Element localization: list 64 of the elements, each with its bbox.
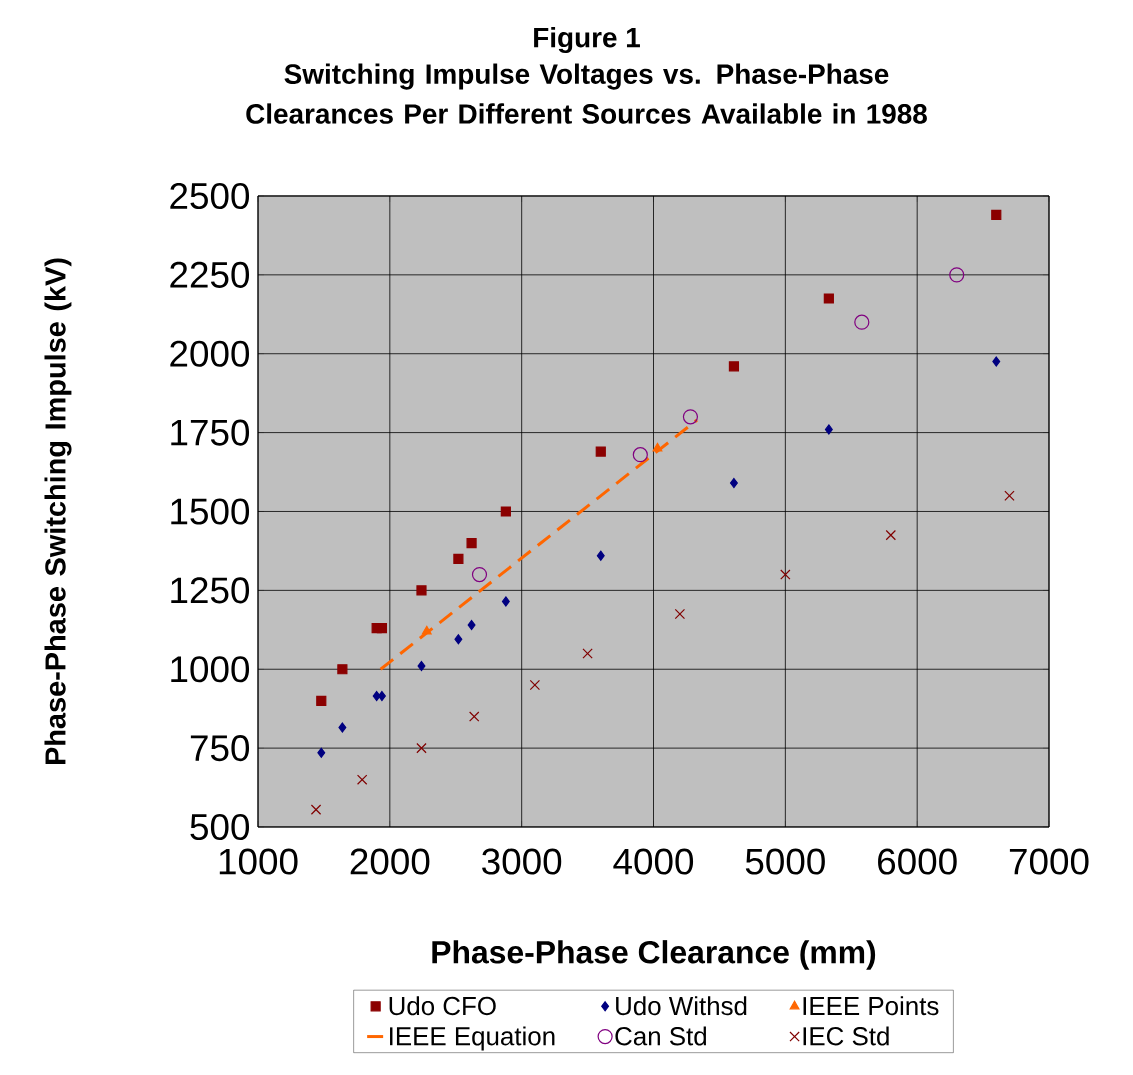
y-tick-label: 1250 [171, 577, 250, 604]
point [729, 477, 738, 489]
y-axis-title: Phase-Phase Switching Impulse (kV) [44, 258, 72, 765]
point [780, 569, 791, 580]
x-tick-label: 1000 [219, 848, 298, 875]
y-tick-label: 2250 [170, 261, 250, 288]
point [421, 625, 432, 635]
point [500, 506, 511, 517]
point [310, 804, 322, 815]
x-tick-label: 2000 [350, 848, 430, 875]
point [529, 679, 541, 691]
point [454, 634, 463, 645]
point [471, 566, 488, 583]
y-tick-label: 2500 [170, 182, 250, 210]
y-tick-label: 1500 [171, 498, 250, 525]
point [682, 409, 699, 425]
legend-label: Udo CFO [389, 996, 496, 1016]
y-tick-label: 750 [190, 735, 250, 762]
point [674, 608, 686, 620]
point [652, 442, 663, 452]
y-tick-label: 1750 [171, 419, 250, 446]
chart-title: Figure 1 [534, 26, 640, 54]
point [949, 267, 965, 283]
point [824, 424, 833, 435]
legend-label: Udo Withsd [616, 996, 747, 1016]
point [854, 314, 870, 330]
point [466, 537, 477, 549]
chart-subtitle: Switching Impulse Voltages vs. Phase-Phase Clearances Per Different Sources Available in 1988 [246, 63, 927, 124]
point [467, 619, 476, 631]
y-tick-label: 2000 [170, 340, 250, 367]
legend-label: IEC Std [803, 1026, 889, 1046]
point [337, 664, 348, 675]
legend-label: IEEE Equation [390, 1026, 555, 1051]
x-tick-label: 7000 [1009, 848, 1089, 875]
point [338, 722, 347, 733]
point [632, 447, 648, 463]
y-tick-label: 1000 [171, 656, 250, 683]
point [582, 648, 593, 659]
point [317, 747, 326, 758]
point [416, 585, 427, 596]
y-tick-label: 500 [190, 813, 250, 841]
point [885, 529, 897, 541]
x-axis-title: Phase-Phase Clearance (mm) [432, 940, 876, 970]
legend-label: IEEE Points [803, 996, 939, 1016]
point [992, 356, 1001, 367]
point [469, 711, 480, 722]
point [501, 596, 510, 607]
point [991, 209, 1002, 221]
point [728, 361, 740, 372]
point [416, 742, 427, 754]
point [316, 695, 327, 706]
x-tick-label: 6000 [878, 848, 957, 875]
point [1004, 490, 1015, 501]
point [596, 550, 605, 561]
x-tick-label: 5000 [745, 848, 825, 875]
legend-label: Can Std [615, 1026, 706, 1046]
point [823, 293, 834, 304]
x-tick-label: 3000 [482, 848, 562, 875]
point [453, 553, 464, 564]
point [595, 446, 606, 457]
point [417, 660, 426, 672]
point [376, 623, 388, 634]
x-tick-label: 4000 [613, 848, 694, 875]
point [356, 774, 368, 785]
